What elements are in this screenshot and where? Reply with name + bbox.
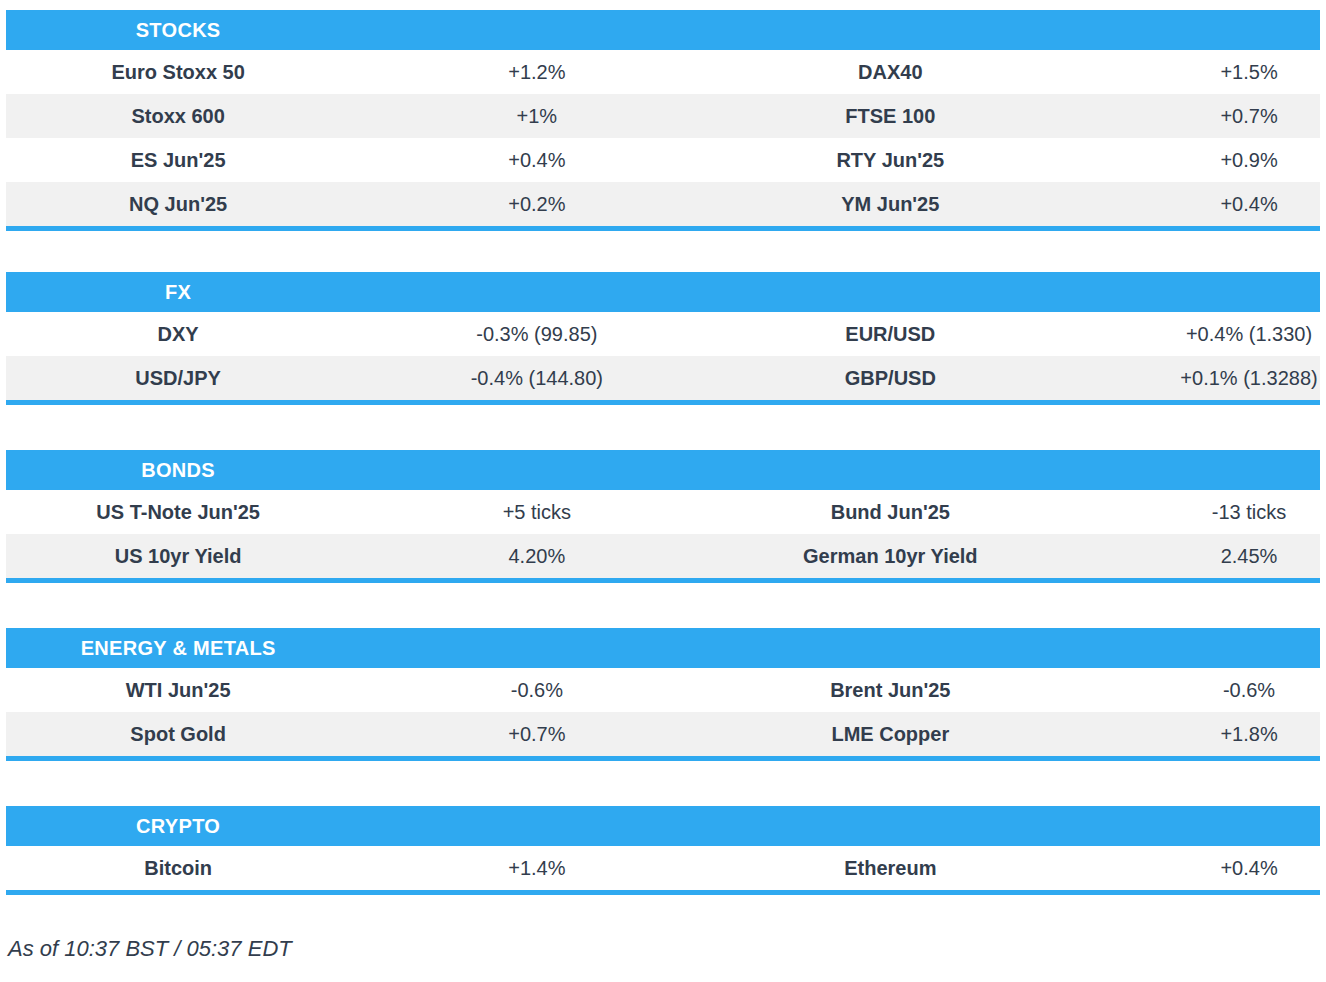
section-underline bbox=[6, 226, 1320, 231]
table-row: Euro Stoxx 50 +1.2% DAX40 +1.5% bbox=[6, 50, 1320, 94]
instrument-value: +0.4% bbox=[508, 149, 565, 172]
table-row: USD/JPY -0.4% (144.80) GBP/USD +0.1% (1.… bbox=[6, 356, 1320, 400]
instrument-label: Brent Jun'25 bbox=[830, 679, 950, 702]
instrument-value: +0.7% bbox=[508, 723, 565, 746]
instrument-label: Ethereum bbox=[844, 857, 936, 880]
instrument-label: US 10yr Yield bbox=[115, 545, 242, 568]
section-crypto: CRYPTO Bitcoin +1.4% Ethereum +0.4% bbox=[6, 806, 1320, 895]
instrument-label: Euro Stoxx 50 bbox=[111, 61, 244, 84]
instrument-value: +0.2% bbox=[508, 193, 565, 216]
instrument-label: Spot Gold bbox=[130, 723, 226, 746]
instrument-label: Bitcoin bbox=[144, 857, 212, 880]
instrument-value: 2.45% bbox=[1221, 545, 1278, 568]
section-title: FX bbox=[165, 281, 191, 304]
section-fx: FX DXY -0.3% (99.85) EUR/USD +0.4% (1.33… bbox=[6, 272, 1320, 405]
instrument-label: GBP/USD bbox=[845, 367, 936, 390]
instrument-label: DXY bbox=[158, 323, 199, 346]
instrument-value: -0.4% (144.80) bbox=[471, 367, 603, 390]
instrument-value: +1.4% bbox=[508, 857, 565, 880]
instrument-value: +0.7% bbox=[1220, 105, 1277, 128]
instrument-value: -0.6% bbox=[511, 679, 563, 702]
table-row: NQ Jun'25 +0.2% YM Jun'25 +0.4% bbox=[6, 182, 1320, 226]
table-row: ES Jun'25 +0.4% RTY Jun'25 +0.9% bbox=[6, 138, 1320, 182]
instrument-label: ES Jun'25 bbox=[131, 149, 226, 172]
instrument-value: -0.6% bbox=[1223, 679, 1275, 702]
section-underline bbox=[6, 578, 1320, 583]
table-row: WTI Jun'25 -0.6% Brent Jun'25 -0.6% bbox=[6, 668, 1320, 712]
instrument-value: +1.8% bbox=[1220, 723, 1277, 746]
section-title: ENERGY & METALS bbox=[81, 637, 276, 660]
instrument-value: +1.5% bbox=[1220, 61, 1277, 84]
market-snapshot-page: STOCKS Euro Stoxx 50 +1.2% DAX40 +1.5% S… bbox=[0, 0, 1326, 982]
table-row: US 10yr Yield 4.20% German 10yr Yield 2.… bbox=[6, 534, 1320, 578]
section-underline bbox=[6, 890, 1320, 895]
instrument-label: FTSE 100 bbox=[845, 105, 935, 128]
section-title: STOCKS bbox=[136, 19, 221, 42]
section-energy-metals: ENERGY & METALS WTI Jun'25 -0.6% Brent J… bbox=[6, 628, 1320, 761]
section-underline bbox=[6, 756, 1320, 761]
instrument-value: +0.9% bbox=[1220, 149, 1277, 172]
instrument-label: EUR/USD bbox=[845, 323, 935, 346]
instrument-label: RTY Jun'25 bbox=[836, 149, 944, 172]
section-header-crypto: CRYPTO bbox=[6, 806, 1320, 846]
section-stocks: STOCKS Euro Stoxx 50 +1.2% DAX40 +1.5% S… bbox=[6, 10, 1320, 231]
instrument-label: Stoxx 600 bbox=[131, 105, 224, 128]
instrument-label: LME Copper bbox=[831, 723, 949, 746]
table-row: DXY -0.3% (99.85) EUR/USD +0.4% (1.330) bbox=[6, 312, 1320, 356]
table-row: Spot Gold +0.7% LME Copper +1.8% bbox=[6, 712, 1320, 756]
section-title: BONDS bbox=[141, 459, 215, 482]
instrument-value: +0.1% (1.3288) bbox=[1180, 367, 1317, 390]
instrument-label: YM Jun'25 bbox=[841, 193, 939, 216]
instrument-value: +0.4% bbox=[1220, 857, 1277, 880]
instrument-label: German 10yr Yield bbox=[803, 545, 978, 568]
instrument-label: WTI Jun'25 bbox=[126, 679, 231, 702]
section-bonds: BONDS US T-Note Jun'25 +5 ticks Bund Jun… bbox=[6, 450, 1320, 583]
section-underline bbox=[6, 400, 1320, 405]
instrument-value: -13 ticks bbox=[1212, 501, 1286, 524]
instrument-label: USD/JPY bbox=[135, 367, 221, 390]
instrument-value: 4.20% bbox=[508, 545, 565, 568]
instrument-value: -0.3% (99.85) bbox=[476, 323, 597, 346]
timestamp: As of 10:37 BST / 05:37 EDT bbox=[8, 936, 292, 962]
instrument-value: +0.4% (1.330) bbox=[1186, 323, 1312, 346]
table-row: Bitcoin +1.4% Ethereum +0.4% bbox=[6, 846, 1320, 890]
table-row: Stoxx 600 +1% FTSE 100 +0.7% bbox=[6, 94, 1320, 138]
instrument-value: +1% bbox=[517, 105, 558, 128]
instrument-label: NQ Jun'25 bbox=[129, 193, 227, 216]
section-title: CRYPTO bbox=[136, 815, 220, 838]
section-header-fx: FX bbox=[6, 272, 1320, 312]
instrument-label: Bund Jun'25 bbox=[831, 501, 950, 524]
section-header-stocks: STOCKS bbox=[6, 10, 1320, 50]
instrument-value: +0.4% bbox=[1220, 193, 1277, 216]
section-header-energy-metals: ENERGY & METALS bbox=[6, 628, 1320, 668]
section-header-bonds: BONDS bbox=[6, 450, 1320, 490]
instrument-value: +1.2% bbox=[508, 61, 565, 84]
table-row: US T-Note Jun'25 +5 ticks Bund Jun'25 -1… bbox=[6, 490, 1320, 534]
instrument-label: DAX40 bbox=[858, 61, 922, 84]
instrument-value: +5 ticks bbox=[503, 501, 571, 524]
instrument-label: US T-Note Jun'25 bbox=[96, 501, 260, 524]
